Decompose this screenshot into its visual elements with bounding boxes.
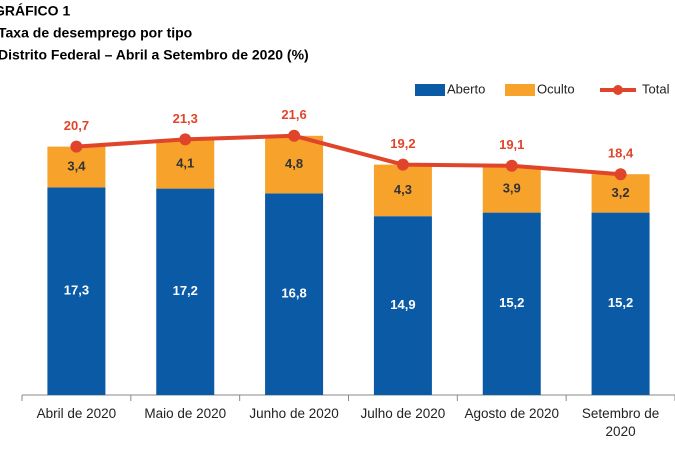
bar-segment (265, 135, 324, 194)
bar-segment (482, 212, 541, 395)
line-marker (396, 158, 409, 171)
bar-segment (47, 146, 106, 188)
line-marker (70, 140, 83, 153)
line-marker (614, 168, 627, 181)
x-tick-label: Maio de 2020 (144, 406, 227, 421)
bar-segment (373, 216, 432, 395)
line (76, 133, 621, 177)
bar-segment (482, 165, 541, 213)
legend-swatch (505, 84, 535, 96)
bar-segment (591, 174, 650, 213)
bar-segment (156, 139, 215, 189)
data-label: 17,2 (173, 283, 198, 298)
data-label: 4,8 (285, 156, 303, 171)
data-label: 17,3 (64, 283, 89, 298)
data-label: 14,9 (390, 297, 415, 312)
x-tick-label: Setembro de 2020 (581, 406, 660, 439)
legend-label: Oculto (537, 81, 575, 96)
data-label: 4,1 (176, 155, 194, 170)
data-label: 21,3 (173, 111, 198, 126)
data-label: 15,2 (608, 295, 633, 310)
data-label: 20,7 (64, 118, 89, 133)
data-label: 3,2 (612, 185, 630, 200)
data-label: 3,9 (503, 181, 521, 196)
bar-segment (591, 212, 650, 395)
bar-segment (373, 164, 432, 217)
x-tick-label: Junho de 2020 (249, 406, 339, 421)
bar-segment (265, 193, 324, 395)
data-label: 19,1 (499, 137, 524, 152)
chart-title: GRÁFICO 1 (0, 3, 70, 19)
legend-label: Aberto (447, 81, 485, 96)
data-label: 18,4 (608, 146, 634, 161)
bar-segment (47, 187, 106, 395)
data-label: 19,2 (390, 136, 415, 151)
bar-segment (156, 188, 215, 395)
data-label: 3,4 (67, 158, 86, 173)
x-tick-label: Abril de 2020 (36, 406, 117, 421)
line-marker (288, 129, 301, 142)
data-label: 21,6 (281, 107, 306, 122)
line-marker (179, 133, 192, 146)
data-label: 15,2 (499, 295, 524, 310)
data-label: 4,3 (394, 182, 412, 197)
legend-swatch (415, 84, 445, 96)
chart-subtitle: Taxa de desemprego por tipo (0, 25, 192, 41)
legend-label: Total (642, 81, 670, 96)
x-tick-label: Agosto de 2020 (464, 406, 560, 421)
line-marker (505, 159, 518, 172)
x-tick-label: Julho de 2020 (360, 406, 446, 421)
legend-swatch (613, 85, 623, 95)
data-label: 16,8 (281, 286, 306, 301)
chart-subtitle: Distrito Federal – Abril a Setembro de 2… (0, 47, 309, 63)
